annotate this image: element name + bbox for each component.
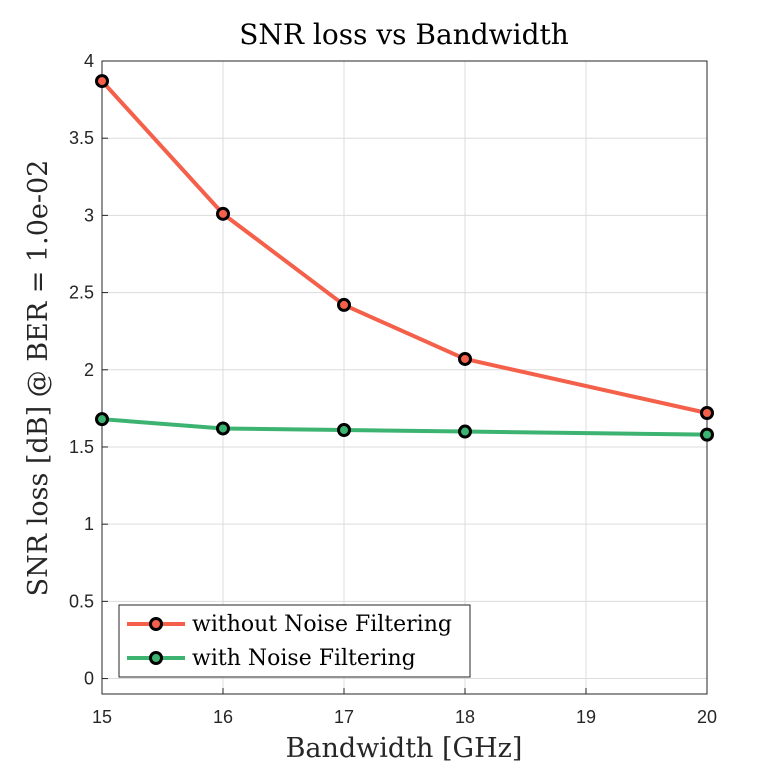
data-point-without-filtering [216, 206, 230, 221]
data-point-with-filtering [95, 412, 109, 427]
x-tick-label: 18 [455, 707, 475, 727]
series-line-without-filtering [100, 79, 708, 415]
data-point-with-filtering [337, 422, 351, 437]
y-tick-label: 2.5 [69, 283, 94, 303]
x-axis-label: Bandwidth [GHz] [286, 733, 523, 764]
x-tick-label: 19 [576, 707, 596, 727]
chart-title: SNR loss vs Bandwidth [239, 18, 569, 51]
legend-marker-with-filtering [149, 651, 163, 665]
plot-frame [101, 60, 708, 695]
data-point-without-filtering [458, 351, 472, 366]
y-tick-label: 1.5 [69, 437, 94, 457]
data-point-without-filtering [700, 406, 714, 421]
y-tick-label: 0 [84, 669, 94, 689]
series-line-with-filtering [101, 417, 708, 437]
data-point-without-filtering [95, 74, 109, 89]
y-tick-label: 2 [84, 360, 94, 380]
data-point-without-filtering [337, 297, 351, 312]
y-tick-label: 0.5 [69, 591, 94, 611]
x-tick-label: 15 [92, 707, 112, 727]
y-axis-label: SNR loss [dB] @ BER = 1.0e-02 [23, 160, 54, 597]
legend-box [118, 604, 471, 678]
data-point-with-filtering [216, 421, 230, 436]
grid-lines [101, 60, 708, 694]
y-tick-label: 4 [84, 51, 94, 71]
legend-label-with-filtering: with Noise Filtering [192, 646, 416, 671]
x-tick-label: 17 [334, 707, 354, 727]
legend-label-without-filtering: without Noise Filtering [192, 612, 452, 637]
axis-ticks: 15 16 17 18 19 20 0 0.5 1 1.5 2 2.5 3 3.5 4 [69, 51, 717, 727]
y-tick-label: 1 [84, 514, 94, 534]
legend: without Noise Filtering with Noise Filte… [118, 604, 471, 678]
y-tick-label: 3 [84, 205, 94, 225]
data-point-with-filtering [458, 424, 472, 439]
legend-marker-without-filtering [149, 617, 163, 631]
y-tick-label: 3.5 [69, 128, 94, 148]
series-lines [95, 74, 714, 442]
x-tick-label: 20 [697, 707, 717, 727]
x-tick-label: 16 [213, 707, 233, 727]
data-point-with-filtering [700, 427, 714, 442]
